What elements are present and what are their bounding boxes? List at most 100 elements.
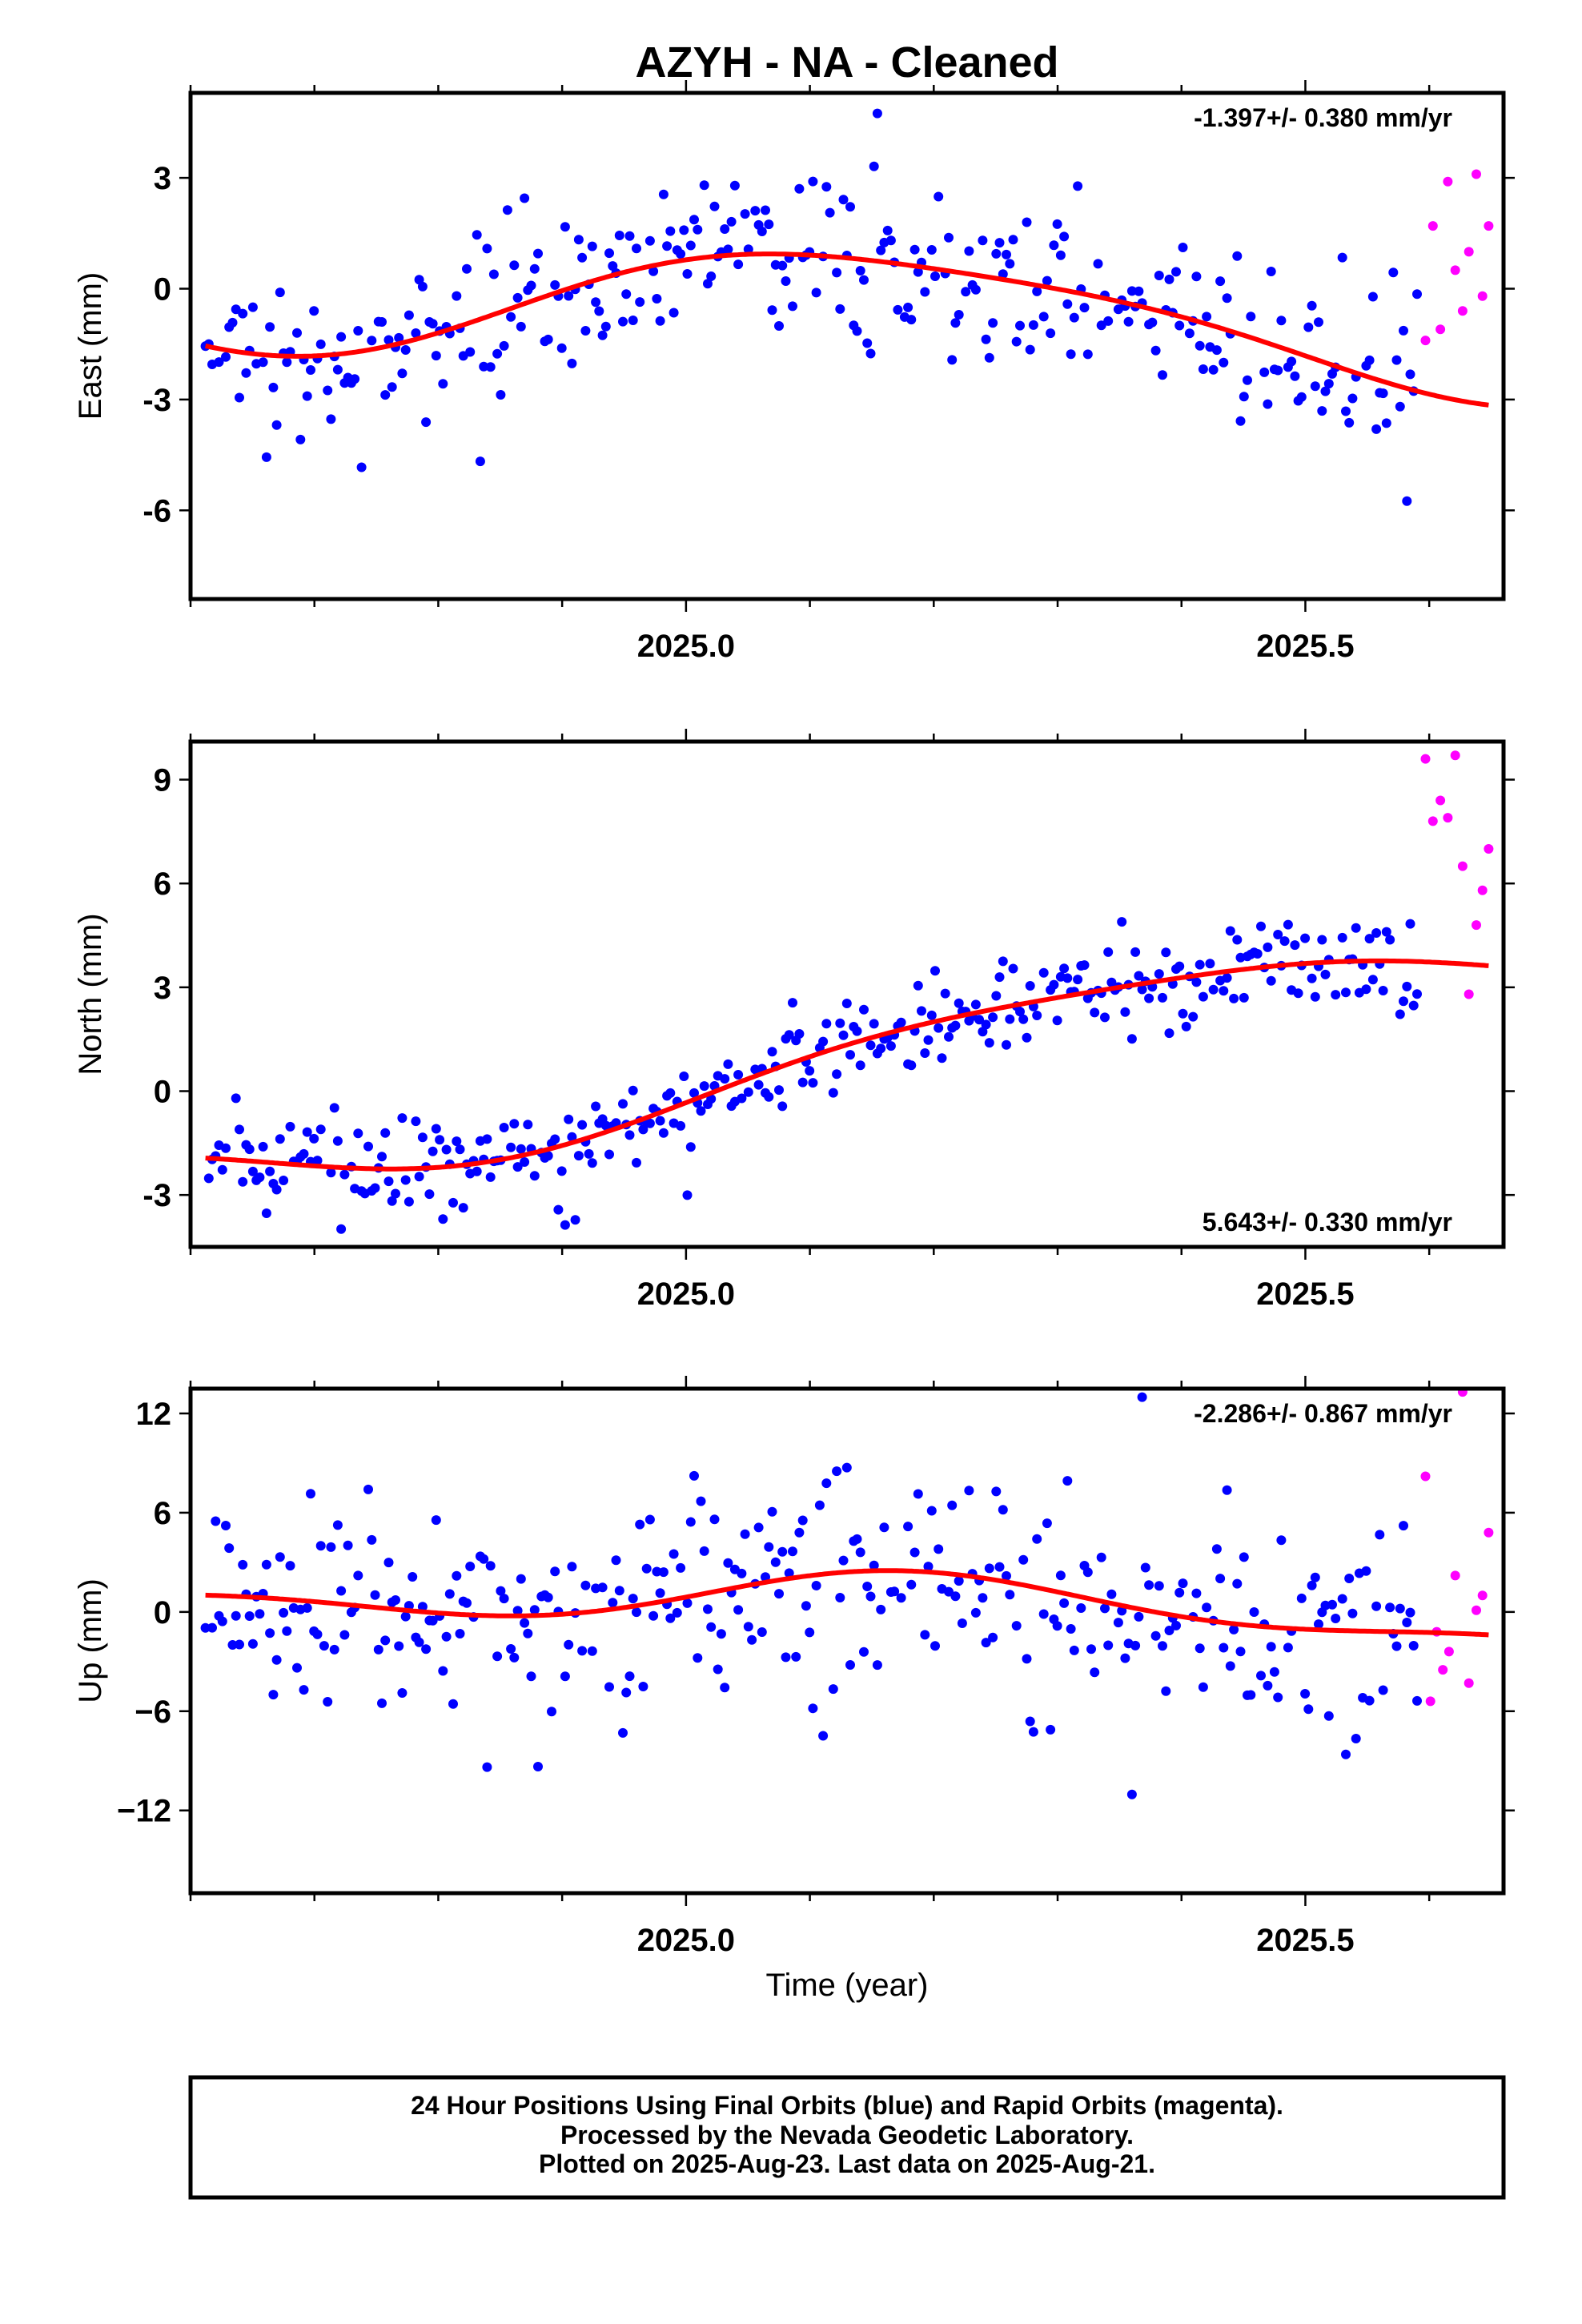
final-orbit-point — [676, 249, 686, 259]
final-orbit-point — [1273, 1692, 1283, 1703]
plot-frame — [188, 739, 1506, 1249]
final-orbit-point — [1283, 919, 1293, 930]
final-orbit-point — [865, 1591, 876, 1602]
final-orbit-point — [509, 1652, 520, 1663]
final-orbit-point — [1134, 286, 1144, 296]
final-orbit-point — [1130, 947, 1141, 957]
footer-line-1: 24 Hour Positions Using Final Orbits (bl… — [411, 2091, 1283, 2120]
final-orbit-point — [492, 348, 503, 359]
final-orbit-point — [556, 343, 567, 353]
final-orbit-point — [862, 338, 873, 348]
final-orbit-point — [1269, 1667, 1279, 1677]
final-orbit-point — [1174, 1587, 1185, 1598]
rapid-orbit-point — [1484, 221, 1494, 231]
final-orbit-point — [1002, 1570, 1011, 1581]
final-orbit-point — [1202, 1602, 1212, 1613]
final-orbit-point — [903, 1522, 913, 1532]
final-orbit-point — [994, 238, 1005, 248]
final-orbit-point — [1069, 1645, 1079, 1655]
final-orbit-point — [1211, 345, 1222, 356]
final-orbit-point — [753, 1080, 764, 1090]
final-orbit-point — [1144, 1580, 1154, 1590]
final-orbit-point — [1364, 1695, 1375, 1706]
final-orbit-point — [669, 308, 679, 318]
final-orbit-point — [1100, 1012, 1110, 1023]
final-orbit-point — [221, 1143, 231, 1153]
final-orbit-point — [1028, 1727, 1038, 1737]
final-orbit-point — [872, 1660, 882, 1671]
final-orbit-point — [994, 1562, 1005, 1572]
final-orbit-point — [970, 999, 981, 1010]
final-orbit-point — [326, 414, 336, 424]
final-orbit-point — [573, 235, 584, 245]
final-orbit-point — [679, 225, 689, 235]
final-orbit-point — [299, 1685, 309, 1695]
final-orbit-point — [367, 336, 377, 346]
final-orbit-point — [1062, 973, 1073, 983]
final-orbit-point — [1412, 1695, 1422, 1706]
final-orbit-point — [1399, 996, 1408, 1007]
y-tick-label: −6 — [135, 1695, 171, 1730]
final-orbit-point — [777, 1101, 788, 1112]
final-orbit-point — [1381, 927, 1391, 937]
rapid-orbit-point — [1435, 324, 1446, 335]
rapid-orbit-point — [1420, 1471, 1431, 1482]
final-orbit-point — [326, 1542, 336, 1552]
final-orbit-point — [1181, 1021, 1191, 1031]
final-orbit-point — [1229, 1624, 1239, 1634]
rapid-orbit-point — [1457, 1389, 1468, 1397]
final-orbit-point — [903, 302, 913, 312]
final-orbit-point — [315, 339, 326, 349]
final-orbit-point — [238, 308, 248, 319]
final-orbit-point — [1222, 973, 1232, 983]
final-orbit-point — [1198, 1682, 1208, 1692]
final-orbit-point — [520, 193, 530, 203]
final-orbit-point — [930, 966, 940, 976]
final-orbit-point — [1008, 963, 1018, 974]
final-orbit-point — [465, 347, 476, 357]
final-orbit-point — [417, 1132, 428, 1143]
final-orbit-point — [917, 1006, 926, 1016]
final-orbit-point — [475, 456, 485, 467]
final-orbit-point — [564, 291, 574, 301]
final-orbit-point — [1256, 921, 1266, 931]
final-orbit-point — [550, 279, 560, 290]
final-orbit-point — [479, 361, 489, 372]
final-orbit-point — [614, 1586, 624, 1596]
final-orbit-point — [1283, 1642, 1293, 1653]
final-orbit-point — [279, 1607, 289, 1618]
final-orbit-point — [991, 248, 1002, 259]
final-orbit-point — [1402, 1618, 1412, 1627]
final-orbit-point — [818, 1731, 829, 1741]
final-orbit-point — [1134, 1611, 1144, 1622]
final-orbit-point — [852, 1026, 862, 1036]
final-orbit-point — [309, 306, 319, 316]
final-orbit-point — [733, 1605, 744, 1615]
final-orbit-point — [1049, 979, 1059, 990]
final-orbit-point — [970, 1607, 981, 1618]
final-orbit-point — [841, 1462, 852, 1473]
final-orbit-point — [1331, 1614, 1341, 1623]
final-orbit-point — [506, 1644, 516, 1654]
final-orbit-point — [1367, 975, 1378, 985]
final-orbit-point — [767, 305, 777, 316]
rapid-orbit-point — [1472, 169, 1481, 179]
final-orbit-point — [1399, 325, 1408, 336]
final-orbit-point — [913, 980, 923, 991]
final-orbit-point — [363, 1141, 373, 1152]
final-orbit-point — [723, 1059, 733, 1069]
final-orbit-point — [1090, 1007, 1100, 1018]
final-orbit-point — [1307, 1580, 1317, 1590]
final-orbit-point — [638, 1682, 648, 1691]
final-orbit-point — [587, 241, 597, 251]
final-orbit-point — [506, 312, 516, 322]
final-orbit-point — [1184, 328, 1195, 339]
final-orbit-point — [1225, 1661, 1235, 1671]
final-orbit-point — [981, 1019, 991, 1030]
final-orbit-point — [1375, 1530, 1385, 1540]
final-orbit-point — [1205, 959, 1215, 969]
final-orbit-point — [1073, 975, 1083, 985]
final-orbit-point — [658, 1128, 669, 1138]
final-orbit-point — [397, 1113, 408, 1124]
final-orbit-point — [896, 1593, 906, 1603]
